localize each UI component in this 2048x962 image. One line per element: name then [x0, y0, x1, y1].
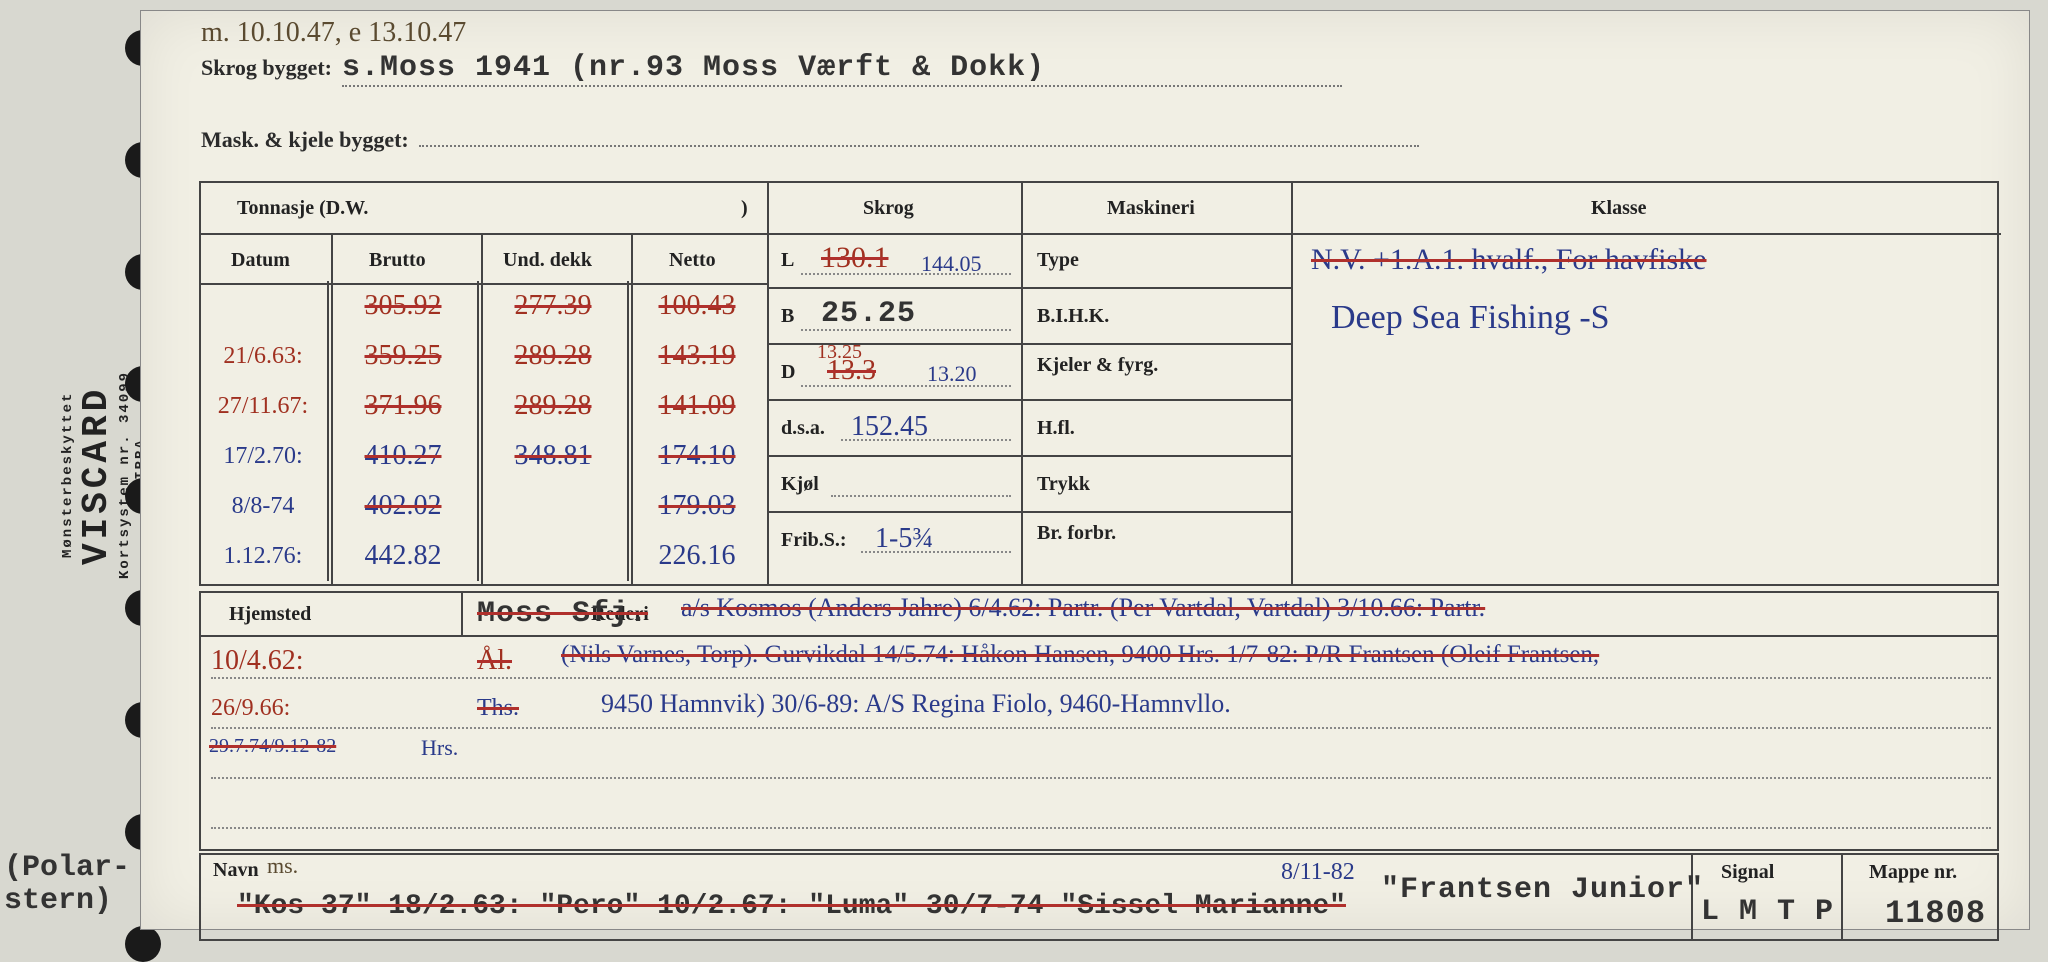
- mask-brforbr: Br. forbr.: [1037, 523, 1116, 543]
- mask-kjele-label: Mask. & kjele bygget:: [201, 127, 409, 153]
- skrog-L-note: 144.05: [921, 251, 982, 277]
- tonnage-row: 305.92277.39100.43: [199, 281, 765, 331]
- navn-final: "Frantsen Junior": [1381, 875, 1704, 905]
- signal-value: L M T P: [1701, 895, 1834, 929]
- tonnage-row: 27/11.67:371.96289.28141.09: [199, 381, 765, 431]
- mask-type: Type: [1037, 249, 1079, 272]
- brand-viscard: VISCARD: [76, 385, 117, 564]
- signal-label: Signal: [1721, 861, 1774, 884]
- navn-ms: ms.: [267, 853, 298, 879]
- margin-polar-stern: (Polar- stern): [4, 852, 130, 918]
- skrog-D-note: 13.20: [927, 361, 977, 387]
- klasse-line2: Deep Sea Fishing -S: [1331, 299, 1610, 337]
- hjemsted-section: Hjemsted Rederi Moss Sfj. a/s Kosmos (An…: [199, 591, 1999, 851]
- hdr-netto: Netto: [669, 249, 716, 272]
- skrog-bygget-label: Skrog bygget:: [201, 55, 332, 81]
- hdr-und-dekk: Und. dekk: [503, 249, 592, 272]
- skrog-frib: 1-5¾: [875, 523, 933, 555]
- hdr-klasse: Klasse: [1591, 197, 1647, 220]
- skrog-L: 130.1: [821, 241, 889, 275]
- hdr-tonnasje-close: ): [741, 197, 748, 220]
- klasse-line1: N.V. +1.A.1. hvalf., For havfiske: [1311, 243, 1991, 277]
- hdr-brutto: Brutto: [369, 249, 426, 272]
- mask-bihk: B.I.H.K.: [1037, 305, 1109, 328]
- tonnage-row: 17/2.70:410.27348.81174.10: [199, 431, 765, 481]
- navn-label: Navn: [213, 859, 259, 882]
- record-card: m. 10.10.47, e 13.10.47 Skrog bygget: s.…: [140, 10, 2030, 930]
- side-ms: Mønsterbeskyttet: [60, 392, 76, 558]
- mask-kjele-value: [419, 121, 1419, 147]
- hjemsted-date-2: 26/9.66:: [211, 695, 290, 722]
- skrog-B: 25.25: [821, 297, 916, 331]
- hjemsted-place-0: Moss Sfj.: [477, 597, 648, 631]
- hdr-datum: Datum: [231, 249, 290, 272]
- hjemsted-date-3: 29.7.74/9.12-82: [209, 735, 336, 758]
- skrog-bygget-value: s.Moss 1941 (nr.93 Moss Værft & Dokk): [342, 51, 1342, 87]
- tonnage-row: 1.12.76:442.82226.16: [199, 531, 765, 581]
- mappe-label: Mappe nr.: [1869, 861, 1957, 884]
- skrog-dsa: 152.45: [851, 411, 928, 443]
- tonnage-row: 21/6.63:359.25289.28143.19: [199, 331, 765, 381]
- side-printer-info: Mønsterbeskyttet VISCARD Kortsystem nr. …: [60, 50, 130, 900]
- hdr-skrog: Skrog: [863, 197, 914, 220]
- hdr-tonnasje: Tonnasje (D.W.: [237, 197, 368, 220]
- mask-hfl: H.fl.: [1037, 417, 1075, 440]
- navn-row: Navn ms. "Kos 37" 18/2.63: "Pero" 10/2.6…: [199, 853, 1999, 941]
- hjemsted-place-1: Ål.: [477, 645, 512, 677]
- hdr-maskineri: Maskineri: [1107, 197, 1195, 220]
- hjemsted-label: Hjemsted: [229, 603, 311, 626]
- tonnage-rows: 305.92277.39100.4321/6.63:359.25289.2814…: [199, 281, 765, 581]
- mask-kjeler: Kjeler & fyrg.: [1037, 355, 1158, 375]
- hjemsted-date-1: 10/4.62:: [211, 645, 304, 677]
- mappe-value: 11808: [1885, 895, 1986, 932]
- navn-names: "Kos 37" 18/2.63: "Pero" 10/2.67: "Luma"…: [237, 891, 1346, 922]
- rederi-1: (Nils Varnes, Torp). Gurvikdal 14/5.74: …: [561, 641, 1991, 669]
- hjemsted-place-2: Ths.: [477, 695, 519, 722]
- top-handwritten-date: m. 10.10.47, e 13.10.47: [201, 17, 466, 49]
- rederi-0: a/s Kosmos (Anders Jahre) 6/4.62: Partr.…: [681, 593, 1981, 623]
- navn-date-above: 8/11-82: [1281, 859, 1355, 886]
- rederi-2: 9450 Hamnvik) 30/6-89: A/S Regina Fiolo,…: [601, 689, 1981, 719]
- tonnage-row: 8/8-74402.02179.03: [199, 481, 765, 531]
- hjemsted-place-3: Hrs.: [421, 735, 458, 761]
- mask-trykk: Trykk: [1037, 473, 1090, 496]
- skrog-D: 13.3: [827, 355, 876, 387]
